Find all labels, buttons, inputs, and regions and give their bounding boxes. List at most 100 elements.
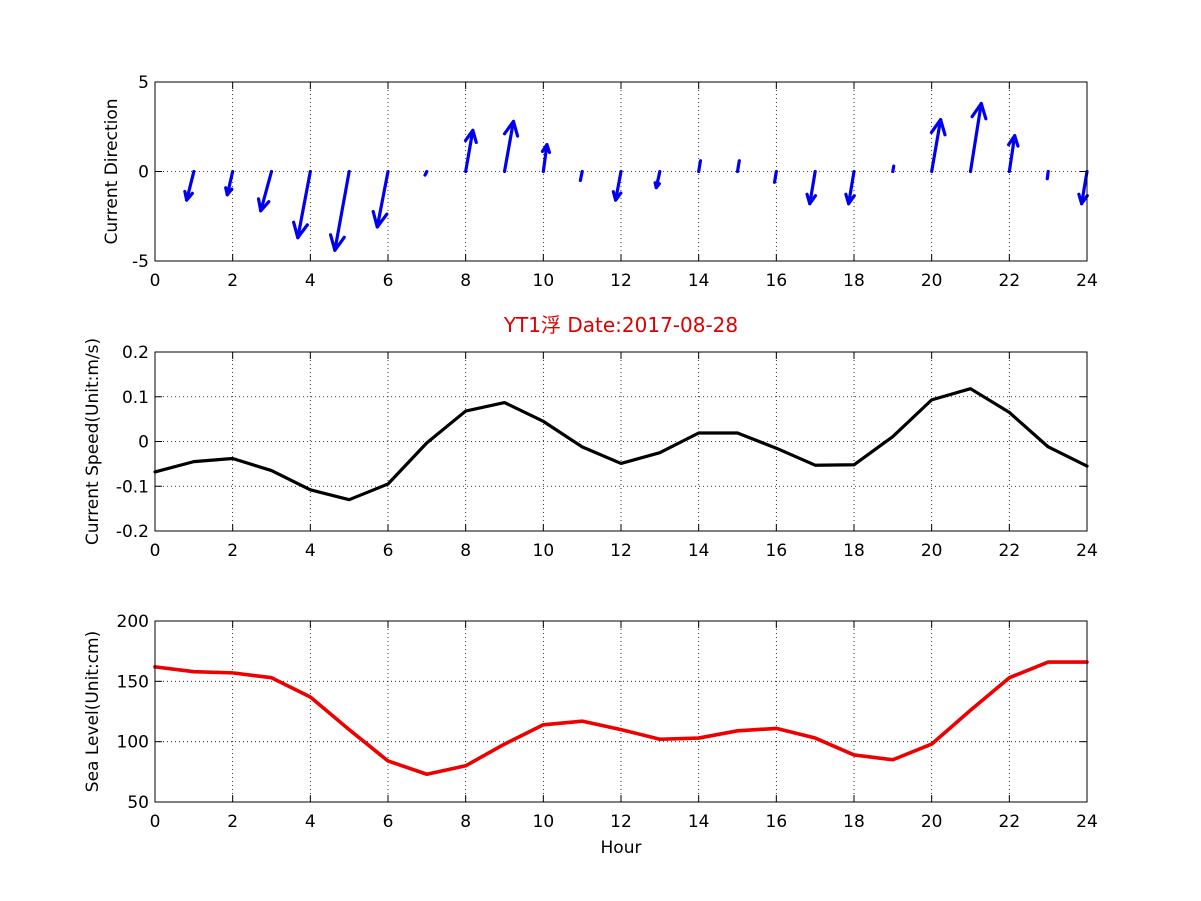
arrow-shaft — [375, 169, 390, 229]
sealevel-y-tick-label: 150 — [117, 672, 149, 692]
direction-x-tick-label: 0 — [150, 271, 161, 291]
speed-data-point — [658, 451, 662, 454]
arrow-shaft — [614, 169, 623, 202]
arrow-shaft — [578, 169, 584, 183]
direction-vector-arrow — [697, 159, 703, 174]
arrow-head — [970, 101, 988, 121]
arrow-shaft — [1045, 169, 1050, 181]
sealevel-data-point — [813, 736, 817, 740]
sealevel-data-point — [619, 728, 623, 731]
speed-data-point — [270, 469, 273, 472]
direction-vector-arrow — [371, 169, 390, 229]
sealevel-data-point — [542, 723, 545, 726]
sealevel-data-point — [386, 759, 390, 763]
sealevel-data-point — [503, 742, 506, 746]
speed-data-point — [852, 463, 856, 466]
sealevel-data-point — [1046, 660, 1050, 664]
direction-x-tick-label: 10 — [533, 271, 555, 291]
direction-vector-arrow — [1006, 134, 1020, 174]
sealevel-x-tick-label: 2 — [227, 812, 238, 832]
direction-vector-arrow — [502, 119, 520, 174]
speed-data-point — [192, 460, 196, 463]
direction-vector-arrow — [611, 169, 623, 202]
arrow-head — [463, 128, 478, 144]
arrow-shaft — [464, 128, 475, 174]
sealevel-x-tick-label: 12 — [610, 812, 632, 832]
speed-x-tick-label: 6 — [383, 541, 394, 561]
arrow-head — [611, 190, 623, 202]
speed-data-point — [1046, 445, 1050, 449]
arrow-head — [502, 119, 520, 138]
arrow-head — [256, 197, 271, 213]
figure-title: YT1浮 Date:2017-08-28 — [503, 313, 738, 337]
sealevel-y-axis-label: Sea Level(Unit:cm) — [83, 631, 103, 792]
speed-data-point — [347, 498, 351, 501]
direction-vector-arrow — [1045, 169, 1050, 181]
direction-vector-arrow — [653, 169, 662, 190]
direction-x-tick-label: 8 — [460, 271, 471, 291]
speed-data-point — [969, 387, 972, 390]
speed-y-axis-label: Current Speed(Unit:m/s) — [83, 338, 103, 545]
sealevel-data-point — [775, 727, 778, 730]
arrow-shaft — [185, 169, 196, 202]
direction-y-tick-label: -5 — [132, 252, 149, 272]
sealevel-y-tick-label: 200 — [117, 612, 149, 632]
speed-data-point — [736, 431, 739, 435]
arrow-head — [224, 186, 234, 197]
sealevel-data-point — [347, 728, 351, 731]
speed-x-tick-label: 8 — [460, 541, 471, 561]
sealevel-x-axis-label: Hour — [601, 838, 642, 858]
current-speed-panel: 0 2 4 6 8 10 12 14 16 18 20 22 24-0.2-0.100.10.2Curr… — [83, 338, 1098, 561]
speed-x-tick-label: 14 — [688, 541, 710, 561]
direction-x-tick-label: 18 — [843, 271, 865, 291]
speed-y-tick-label: -0.1 — [116, 477, 149, 497]
arrow-shaft — [930, 117, 943, 174]
sealevel-x-tick-label: 16 — [766, 812, 788, 832]
speed-x-tick-label: 20 — [921, 541, 943, 561]
arrow-shaft — [541, 143, 549, 174]
arrow-head — [292, 220, 309, 240]
sealevel-x-tick-label: 6 — [383, 812, 394, 832]
speed-data-point — [1008, 411, 1011, 414]
arrow-head — [929, 117, 947, 137]
speed-y-tick-label: 0 — [138, 433, 149, 453]
sealevel-x-tick-label: 20 — [921, 812, 943, 832]
direction-x-tick-label: 22 — [999, 271, 1021, 291]
direction-vector-arrow — [540, 143, 552, 174]
direction-vector-arrow — [929, 117, 947, 174]
speed-data-point — [309, 488, 312, 492]
direction-x-tick-label: 24 — [1076, 271, 1098, 291]
direction-x-tick-label: 20 — [921, 271, 943, 291]
sealevel-x-tick-label: 14 — [688, 812, 710, 832]
sealevel-x-tick-label: 24 — [1076, 812, 1098, 832]
direction-vector-arrow — [224, 169, 235, 197]
direction-vector-arrow — [1077, 169, 1089, 206]
sealevel-data-point — [736, 729, 739, 733]
arrow-shaft — [772, 169, 778, 184]
speed-x-tick-label: 22 — [999, 541, 1021, 561]
speed-data-point — [580, 445, 584, 449]
speed-x-tick-label: 18 — [843, 541, 865, 561]
sealevel-data-point — [192, 670, 196, 673]
sealevel-data-point — [891, 758, 895, 761]
sealevel-x-tick-label: 22 — [999, 812, 1021, 832]
arrow-shaft — [225, 169, 235, 197]
sealevel-data-point — [930, 742, 933, 746]
speed-data-point — [813, 464, 817, 467]
sealevel-data-point — [309, 695, 312, 699]
speed-y-tick-label: -0.2 — [116, 522, 149, 542]
speed-data-point — [775, 447, 778, 450]
speed-x-tick-label: 4 — [305, 541, 316, 561]
speed-x-tick-label: 16 — [766, 541, 788, 561]
speed-x-tick-label: 0 — [150, 541, 161, 561]
sealevel-y-tick-label: 100 — [117, 733, 149, 753]
direction-vector-arrow — [423, 169, 429, 177]
sealevel-y-tick-label: 50 — [127, 793, 149, 813]
direction-x-tick-label: 6 — [383, 271, 394, 291]
arrow-shaft — [333, 169, 351, 252]
arrow-shaft — [891, 164, 896, 174]
arrow-shaft — [1007, 134, 1017, 174]
direction-vector-arrow — [328, 169, 351, 252]
arrow-shaft — [847, 169, 856, 206]
